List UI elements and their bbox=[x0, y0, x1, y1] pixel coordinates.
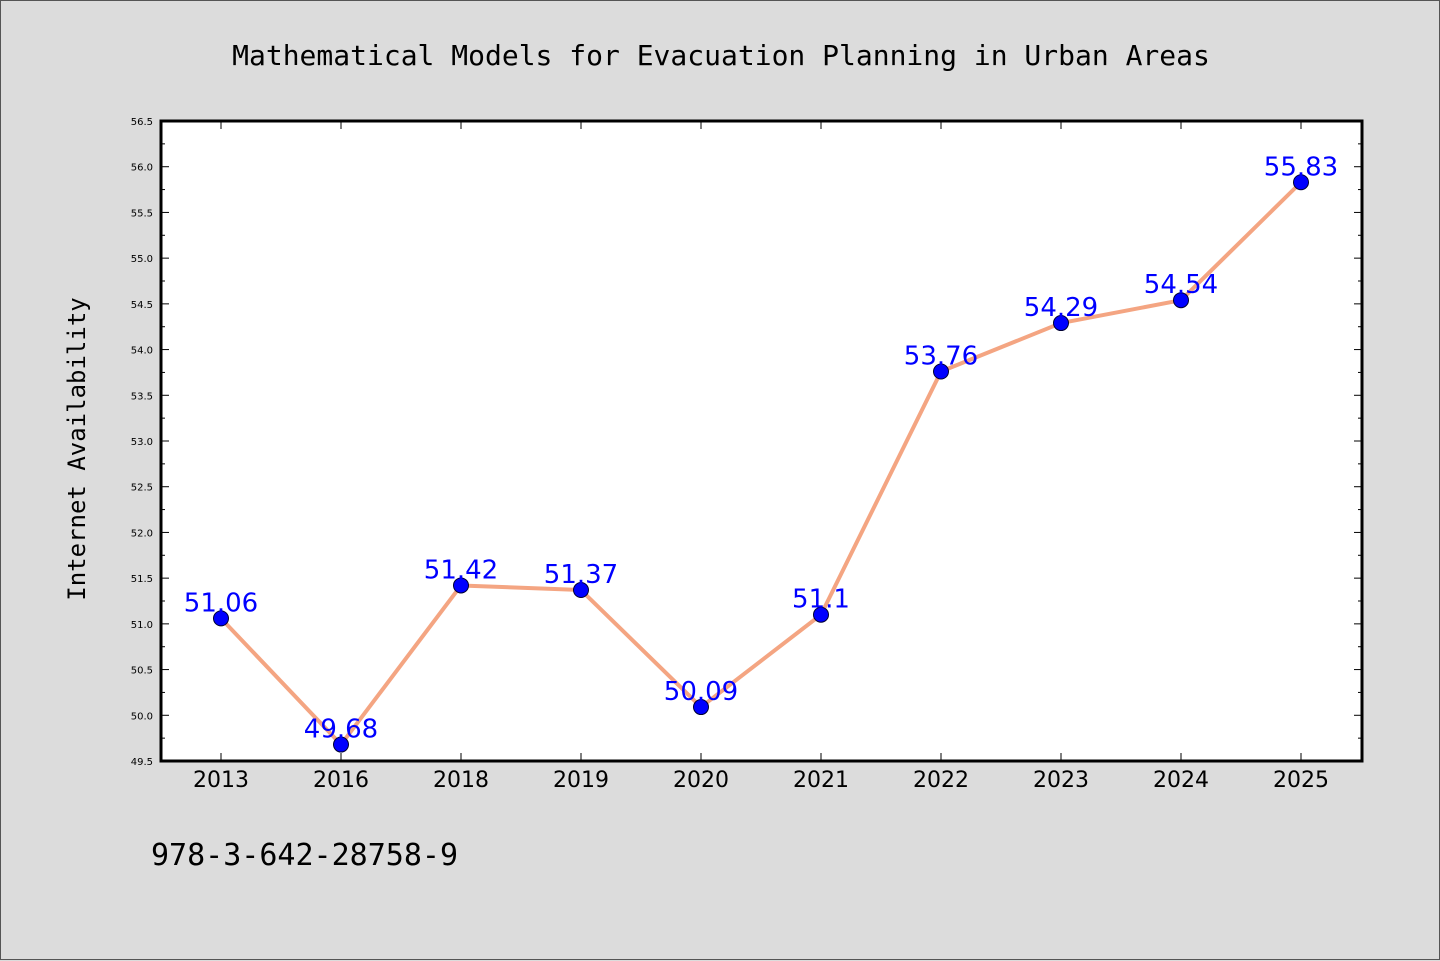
y-tick-label: 50.0 bbox=[131, 711, 153, 722]
y-tick-label: 50.5 bbox=[131, 666, 153, 677]
plot-area bbox=[159, 119, 1364, 763]
y-tick-label: 53.0 bbox=[131, 437, 153, 448]
data-points bbox=[213, 174, 1309, 753]
y-tick-label: 51.5 bbox=[131, 574, 153, 585]
data-label: 51.37 bbox=[544, 560, 618, 590]
data-label: 51.1 bbox=[792, 585, 850, 615]
data-point bbox=[453, 577, 469, 594]
data-label: 53.76 bbox=[904, 342, 978, 372]
y-axis-label: Internet Availability bbox=[63, 297, 91, 600]
y-tick-label: 52.5 bbox=[131, 483, 153, 494]
data-point bbox=[573, 582, 589, 599]
y-axis-ticks: 49.5 50.0 50.5 51.0 51.5 52.0 52.5 53.0 53.5 54.0… bbox=[131, 117, 1362, 768]
data-label: 50.09 bbox=[664, 677, 738, 707]
y-tick-label: 53.5 bbox=[131, 391, 153, 402]
x-tick-label: 2025 bbox=[1273, 768, 1329, 793]
data-label: 51.42 bbox=[424, 555, 498, 585]
x-tick-label: 2019 bbox=[553, 768, 609, 793]
data-point bbox=[213, 610, 229, 627]
data-point bbox=[933, 363, 949, 380]
data-point bbox=[333, 736, 349, 753]
y-tick-label: 52.0 bbox=[131, 528, 153, 539]
data-label: 54.54 bbox=[1144, 270, 1218, 300]
x-tick-label: 2013 bbox=[193, 768, 249, 793]
data-point bbox=[1053, 315, 1069, 332]
data-label: 54.29 bbox=[1024, 293, 1098, 323]
data-point bbox=[1173, 292, 1189, 309]
data-label: 55.83 bbox=[1264, 152, 1338, 182]
series-line bbox=[219, 180, 1303, 747]
y-tick-label: 54.5 bbox=[131, 300, 153, 311]
footer-code: 978-3-642-28758-9 bbox=[151, 838, 458, 873]
x-tick-label: 2023 bbox=[1033, 768, 1089, 793]
data-label: 49.68 bbox=[304, 715, 378, 745]
data-point bbox=[1293, 174, 1309, 191]
x-tick-label: 2022 bbox=[913, 768, 969, 793]
x-tick-label: 2020 bbox=[673, 768, 729, 793]
y-tick-label: 49.5 bbox=[131, 757, 153, 768]
chart-title: Mathematical Models for Evacuation Plann… bbox=[232, 39, 1210, 72]
data-point bbox=[813, 606, 829, 623]
y-tick-label: 56.5 bbox=[131, 117, 153, 128]
data-labels: 51.06 49.68 51.42 51.37 50.09 51.1 53.76 54.29 5… bbox=[184, 152, 1338, 744]
x-tick-label: 2021 bbox=[793, 768, 849, 793]
y-tick-label: 54.0 bbox=[131, 346, 153, 357]
x-axis-ticks: 2013 2016 2018 2019 2020 2021 2022 2023 2024 2025 bbox=[193, 121, 1329, 793]
y-tick-label: 56.0 bbox=[131, 163, 153, 174]
y-tick-label: 55.5 bbox=[131, 208, 153, 219]
y-tick-label: 55.0 bbox=[131, 254, 153, 265]
data-label: 51.06 bbox=[184, 588, 258, 618]
x-tick-label: 2018 bbox=[433, 768, 489, 793]
x-tick-label: 2016 bbox=[313, 768, 369, 793]
x-tick-label: 2024 bbox=[1153, 768, 1209, 793]
y-tick-label: 51.0 bbox=[131, 620, 153, 631]
data-point bbox=[693, 699, 709, 716]
